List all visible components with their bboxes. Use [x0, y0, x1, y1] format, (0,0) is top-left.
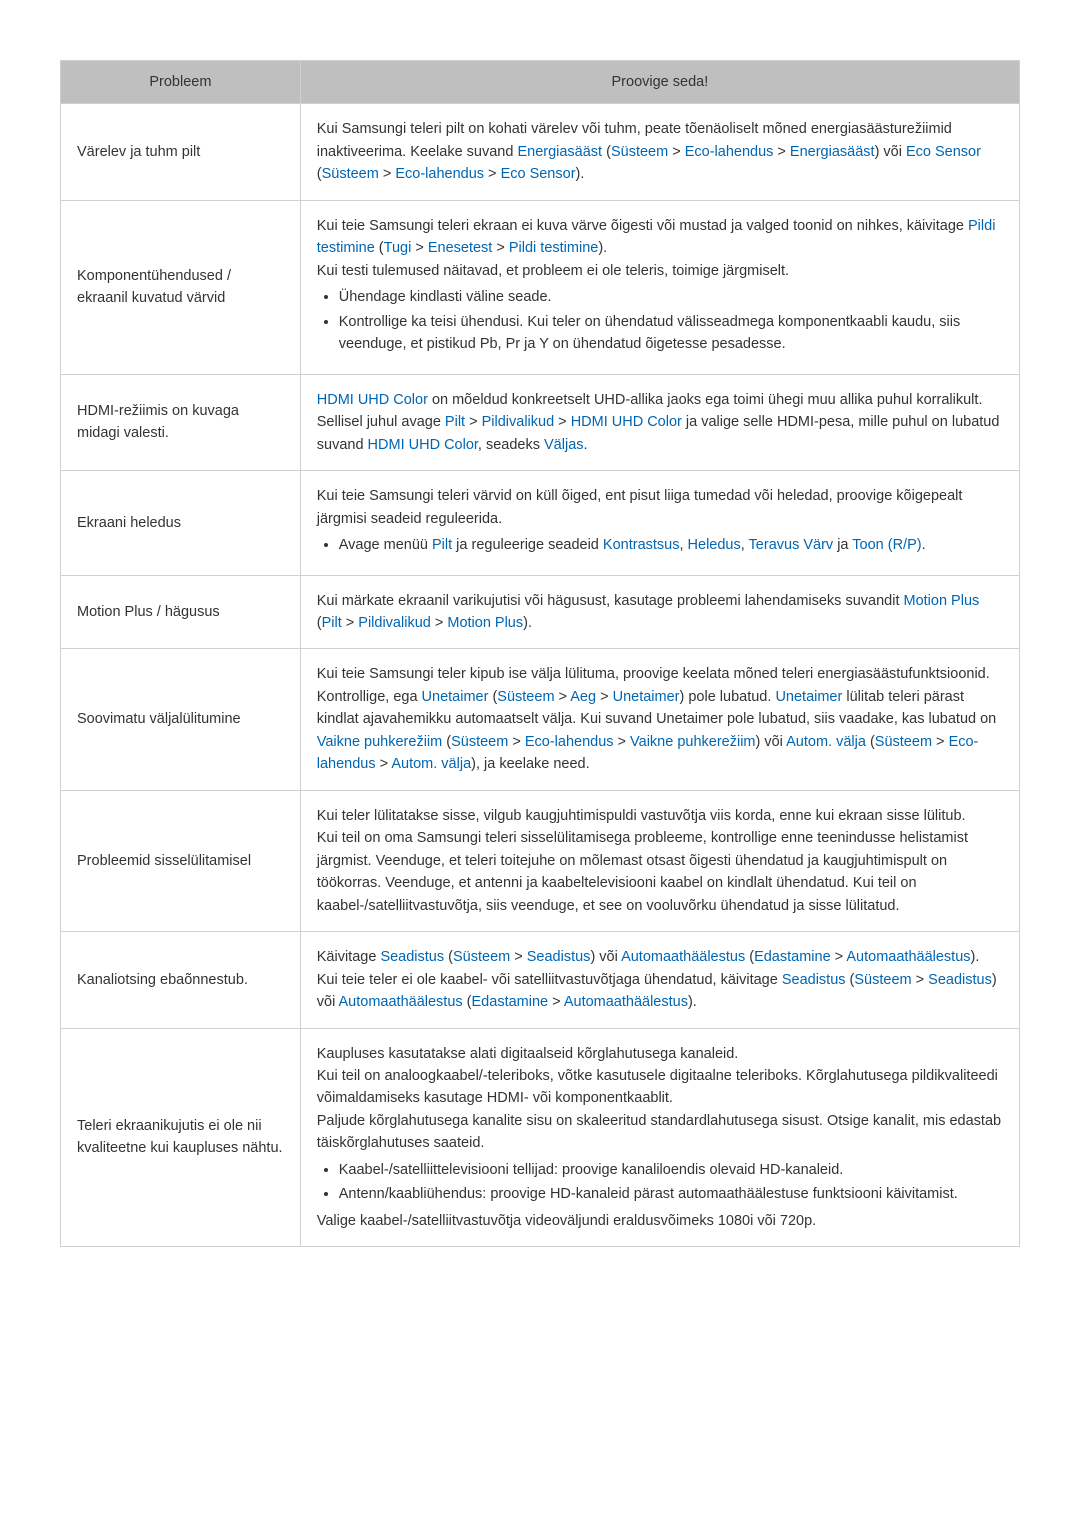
table-row: Komponentühendused / ekraanil kuvatud vä…: [61, 200, 1020, 374]
solution-cell: Kui teie Samsungi teler kipub ise välja …: [300, 649, 1019, 790]
solution-cell: Käivitage Seadistus (Süsteem > Seadistus…: [300, 932, 1019, 1028]
solution-cell: Kui teie Samsungi teleri ekraan ei kuva …: [300, 200, 1019, 374]
troubleshooting-table: Probleem Proovige seda! Värelev ja tuhm …: [60, 60, 1020, 1247]
problem-cell: Teleri ekraanikujutis ei ole nii kvalite…: [61, 1028, 301, 1247]
problem-cell: Komponentühendused / ekraanil kuvatud vä…: [61, 200, 301, 374]
table-row: Soovimatu väljalülitumineKui teie Samsun…: [61, 649, 1020, 790]
table-row: Probleemid sisselülitamiselKui teler lül…: [61, 790, 1020, 931]
problem-cell: Ekraani heledus: [61, 471, 301, 575]
header-solution: Proovige seda!: [300, 61, 1019, 104]
table-row: Kanaliotsing ebaõnnestub.Käivitage Seadi…: [61, 932, 1020, 1028]
table-row: Motion Plus / hägususKui märkate ekraani…: [61, 575, 1020, 649]
problem-cell: Kanaliotsing ebaõnnestub.: [61, 932, 301, 1028]
problem-cell: Motion Plus / hägusus: [61, 575, 301, 649]
table-row: HDMI-režiimis on kuvaga midagi valesti.H…: [61, 374, 1020, 470]
solution-cell: Kui Samsungi teleri pilt on kohati värel…: [300, 104, 1019, 200]
solution-cell: Kui teie Samsungi teleri värvid on küll …: [300, 471, 1019, 575]
problem-cell: Värelev ja tuhm pilt: [61, 104, 301, 200]
table-header-row: Probleem Proovige seda!: [61, 61, 1020, 104]
problem-cell: HDMI-režiimis on kuvaga midagi valesti.: [61, 374, 301, 470]
solution-cell: Kaupluses kasutatakse alati digitaalseid…: [300, 1028, 1019, 1247]
header-problem: Probleem: [61, 61, 301, 104]
problem-cell: Probleemid sisselülitamisel: [61, 790, 301, 931]
solution-cell: Kui märkate ekraanil varikujutisi või hä…: [300, 575, 1019, 649]
problem-cell: Soovimatu väljalülitumine: [61, 649, 301, 790]
table-row: Värelev ja tuhm piltKui Samsungi teleri …: [61, 104, 1020, 200]
table-row: Teleri ekraanikujutis ei ole nii kvalite…: [61, 1028, 1020, 1247]
solution-cell: Kui teler lülitatakse sisse, vilgub kaug…: [300, 790, 1019, 931]
table-row: Ekraani heledusKui teie Samsungi teleri …: [61, 471, 1020, 575]
solution-cell: HDMI UHD Color on mõeldud konkreetselt U…: [300, 374, 1019, 470]
